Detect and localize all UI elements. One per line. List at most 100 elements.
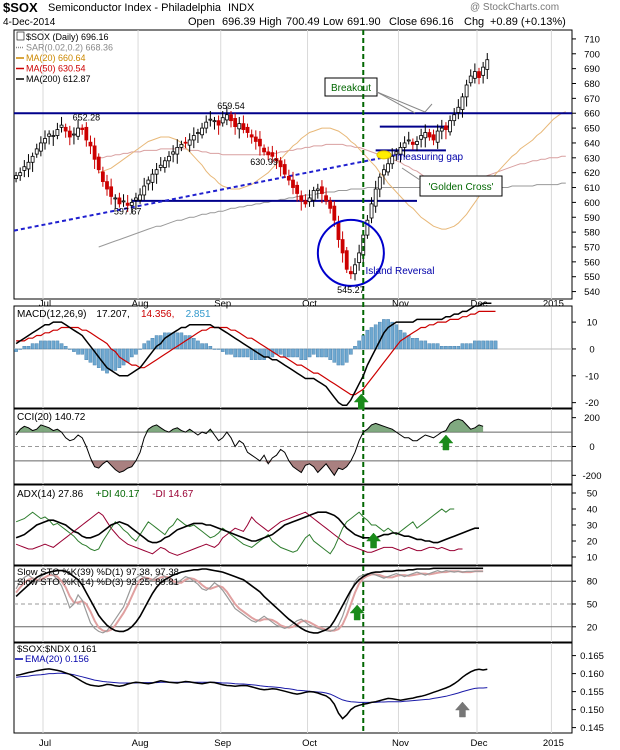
price-candle-body	[47, 133, 52, 137]
price-candle-body	[481, 66, 486, 76]
macd-histogram-bar	[493, 340, 498, 350]
price-candle-body	[63, 126, 68, 132]
legend-candle-swatch	[16, 31, 25, 41]
price-x-tick-label: Jul	[39, 298, 51, 309]
price-candle-body	[353, 264, 357, 275]
price-candle-body	[26, 161, 31, 170]
macd-histogram-bar	[84, 348, 89, 360]
price-candle-body	[270, 152, 275, 157]
price-candle-body	[456, 106, 461, 113]
macd-histogram-bar	[332, 348, 337, 363]
stockcharts-watermark: @ StockCharts.com	[470, 2, 560, 13]
macd-histogram-bar	[80, 348, 84, 355]
price-candle-body	[138, 194, 142, 201]
price-x-tick-label: Nov	[392, 298, 409, 309]
sto-legend-text: Slow STO %K(39) %D(1) 97.38, 97.38	[17, 567, 179, 578]
ratio-legend-text: $SOX:$NDX 0.161	[17, 644, 97, 655]
macd-histogram-bar	[142, 343, 147, 350]
macd-histogram-bar	[113, 348, 118, 371]
macd-histogram-bar	[423, 340, 428, 350]
price-candle-body	[72, 133, 76, 136]
macd-histogram-bar	[72, 348, 76, 352]
macd-histogram-bar	[154, 335, 159, 350]
price-candle-body	[76, 127, 80, 137]
macd-histogram-bar	[225, 348, 229, 355]
price-annotation: 'Golden Cross'	[429, 182, 494, 193]
price-y-tick-label: 610	[584, 183, 600, 194]
macd-histogram-bar	[440, 346, 444, 350]
price-candle-body	[100, 171, 105, 182]
macd-histogram-bar	[262, 348, 266, 360]
macd-legend-text: 2.851	[186, 309, 211, 320]
macd-histogram-bar	[357, 340, 361, 350]
price-y-tick-label: 660	[584, 109, 600, 120]
price-candle-body	[241, 123, 246, 130]
price-candle-body	[262, 147, 266, 153]
adx-legend-text: +DI 40.17	[96, 489, 140, 500]
price-x-tick-label: Sep	[214, 298, 231, 309]
price-candle-body	[196, 132, 200, 134]
price-candle-body	[158, 164, 163, 168]
macd-histogram-bar	[179, 332, 184, 350]
price-y-tick-label: 670	[584, 94, 600, 105]
price-candle-body	[431, 134, 436, 141]
price-candle-body	[14, 175, 18, 180]
golden-cross-pointer	[401, 167, 421, 181]
cci-panel-frame	[13, 408, 573, 485]
macd-histogram-bar	[378, 321, 382, 350]
price-candle-body	[348, 271, 353, 275]
cci-y-tick-label: 200	[584, 413, 600, 424]
macd-histogram-bar	[109, 348, 113, 371]
macd-histogram-bar	[138, 348, 142, 350]
macd-histogram-bar	[365, 329, 370, 350]
price-candle-body	[191, 135, 196, 141]
macd-histogram-bar	[415, 338, 419, 350]
macd-histogram-bar	[456, 346, 461, 350]
ratio-y-tick-label: 0.160	[580, 669, 604, 680]
macd-histogram-bar	[200, 343, 204, 350]
macd-histogram-bar	[344, 348, 349, 363]
golden-cross-callout-box	[419, 175, 503, 197]
price-candle-body	[125, 202, 130, 206]
price-candle-body	[117, 197, 122, 205]
price-candle-body	[390, 155, 395, 165]
price-candle-body	[38, 142, 43, 152]
macd-legend-text: 14.356,	[141, 309, 174, 320]
price-candle-body	[307, 197, 312, 203]
macd-histogram-bar	[427, 343, 432, 350]
price-candle-body	[340, 239, 345, 254]
price-candle-body	[142, 185, 147, 196]
measuring-gap-highlight	[376, 150, 392, 160]
macd-histogram-bar	[43, 340, 47, 350]
macd-histogram-bar	[59, 343, 64, 350]
price-candle-body	[162, 160, 167, 168]
macd-y-tick-label: 0	[589, 344, 594, 355]
price-candle-body	[179, 144, 184, 148]
bottom-x-tick-label: Dec	[471, 738, 488, 749]
price-candle-body	[278, 160, 283, 168]
exchange-label: INDX	[228, 2, 255, 14]
ratio-y-tick-label: 0.165	[580, 651, 604, 662]
price-x-tick-label: Aug	[132, 298, 149, 309]
price-candle-body	[167, 155, 171, 162]
price-y-tick-label: 650	[584, 124, 600, 135]
macd-histogram-bar	[406, 335, 411, 350]
price-candle-body	[113, 197, 118, 200]
bottom-x-tick-label: Sep	[214, 738, 231, 749]
macd-histogram-bar	[167, 332, 171, 350]
price-candle-body	[444, 125, 448, 130]
price-annotation: 652.28	[73, 113, 101, 123]
price-y-tick-label: 540	[584, 287, 600, 298]
price-candle-body	[266, 151, 271, 156]
macd-histogram-bar	[125, 348, 130, 363]
ratio-panel-frame	[13, 642, 573, 734]
price-candle-body	[382, 169, 386, 176]
ohlc-close-label: Close	[389, 16, 418, 28]
price-candle-body	[253, 136, 258, 142]
price-candle-body	[373, 188, 378, 207]
macd-y-tick-label: -10	[585, 371, 599, 382]
macd-histogram-bar	[187, 335, 192, 350]
price-legend-text: SAR(0.02,0.2) 668.36	[26, 43, 113, 53]
price-candle-body	[212, 120, 217, 123]
macd-histogram-bar	[431, 343, 436, 350]
